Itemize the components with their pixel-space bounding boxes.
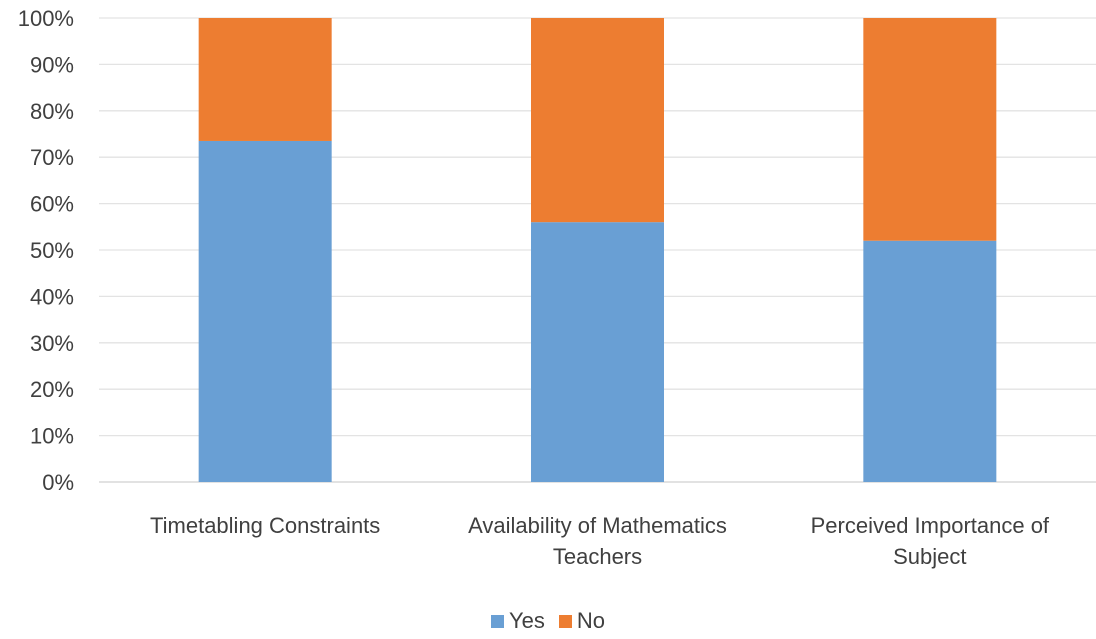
x-category-label: Availability of Mathematics: [468, 513, 727, 538]
bars: [198, 18, 997, 482]
x-category-label: Timetabling Constraints: [150, 513, 380, 538]
x-category-label: Subject: [893, 544, 966, 569]
bar-yes-2: [863, 240, 997, 482]
bar-yes-1: [531, 222, 664, 482]
x-axis-category-labels: Timetabling Constraints Availability of M…: [150, 513, 1050, 569]
legend: Yes No: [0, 608, 1096, 634]
stacked-bar-chart: 0% 10% 20% 30% 40% 50% 60% 70% 80% 90% 100% Timeta…: [18, 6, 1096, 569]
x-category-label: Teachers: [553, 544, 642, 569]
y-tick-label: 100%: [18, 6, 74, 31]
y-tick-label: 30%: [30, 331, 74, 356]
legend-label-no: No: [576, 608, 605, 633]
legend-item-yes: Yes: [490, 608, 545, 634]
y-tick-label: 60%: [30, 192, 74, 217]
y-tick-label: 10%: [30, 424, 74, 449]
y-tick-label: 80%: [30, 99, 74, 124]
legend-swatch-yes: [490, 614, 504, 628]
y-tick-label: 90%: [30, 52, 74, 77]
bar-no-0: [198, 18, 332, 141]
y-tick-label: 70%: [30, 145, 74, 170]
y-tick-label: 0%: [42, 470, 74, 495]
legend-label-yes: Yes: [508, 608, 545, 633]
y-tick-label: 50%: [30, 238, 74, 263]
y-tick-label: 40%: [30, 284, 74, 309]
bar-no-2: [863, 18, 997, 241]
legend-swatch-no: [558, 614, 572, 628]
y-axis-tick-labels: 0% 10% 20% 30% 40% 50% 60% 70% 80% 90% 100%: [18, 6, 74, 495]
legend-item-no: No: [558, 608, 605, 634]
x-category-label: Perceived Importance of: [811, 513, 1050, 538]
y-tick-label: 20%: [30, 377, 74, 402]
bar-yes-0: [198, 140, 332, 482]
bar-no-1: [531, 18, 664, 223]
